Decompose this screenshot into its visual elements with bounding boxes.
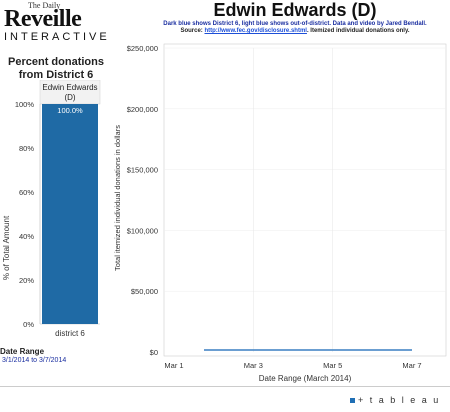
x-tick-label: district 6: [55, 329, 85, 338]
bar-data-label: 100.0%: [57, 106, 83, 115]
plot-area: [163, 43, 447, 357]
tableau-icon: [350, 398, 355, 404]
logo[interactable]: Reveille: [4, 6, 82, 32]
left-panel-title: Percent donations from District 6: [0, 56, 112, 82]
y-tick-label: $0: [150, 348, 158, 357]
logo-subtitle: INTERACTIVE: [4, 31, 110, 43]
subtitle-line2: Source: http://www.fec.gov/disclosure.sh…: [140, 28, 450, 34]
donations-line-chart: $0 $50,000 $100,000 $150,000 $200,000 $250,00…: [113, 43, 447, 383]
x-tick-label: Mar 5: [323, 361, 342, 370]
left-panel-title-line1: Percent donations: [8, 56, 104, 68]
tableau-text: + t a b l e a u: [358, 395, 441, 405]
y-axis-title: Total itemized individual donations in d…: [113, 125, 122, 271]
source-note: . Itemized individual donations only.: [306, 28, 410, 34]
logo-tagline: The Daily: [28, 1, 61, 10]
page-title: Edwin Edwards (D): [213, 0, 377, 20]
date-range-label: Date Range: [0, 347, 45, 356]
y-tick-label: $200,000: [127, 105, 158, 114]
x-tick-label: Mar 1: [164, 361, 183, 370]
source-link[interactable]: http://www.fec.gov/disclosure.shtml: [204, 28, 307, 34]
y-tick-label: $100,000: [127, 226, 158, 235]
column-header-box: [39, 80, 101, 105]
source-label: Source:: [180, 28, 203, 34]
date-range-value[interactable]: 3/1/2014 to 3/7/2014: [2, 357, 67, 364]
footer-divider: [0, 386, 450, 387]
tableau-logo[interactable]: + t a b l e a u: [350, 395, 440, 405]
y-tick-label: 60%: [19, 188, 34, 197]
y-axis-title: % of Total Amount: [2, 215, 11, 280]
y-tick-label: 20%: [19, 276, 34, 285]
y-tick-label: 100%: [15, 100, 35, 109]
left-panel-title-line2: from District 6: [18, 69, 94, 81]
bar[interactable]: [42, 104, 98, 324]
y-tick-label: 80%: [19, 144, 34, 153]
x-axis-title: Date Range (March 2014): [259, 374, 352, 383]
y-tick-label: $150,000: [127, 166, 158, 175]
x-tick-label: Mar 7: [402, 361, 421, 370]
subtitle-line1: Dark blue shows District 6, light blue s…: [163, 21, 427, 27]
district-bar-chart: Edwin Edwards (D) 0% 20% 40% 60% 80% 100% 100…: [2, 80, 101, 338]
column-header-line1: Edwin Edwards: [42, 83, 97, 92]
y-tick-label: 40%: [19, 232, 34, 241]
y-tick-label: $50,000: [131, 287, 158, 296]
column-header-line2: (D): [64, 93, 75, 102]
y-tick-label: 0%: [23, 320, 34, 329]
y-tick-label: $250,000: [127, 44, 158, 53]
x-tick-label: Mar 3: [244, 361, 263, 370]
